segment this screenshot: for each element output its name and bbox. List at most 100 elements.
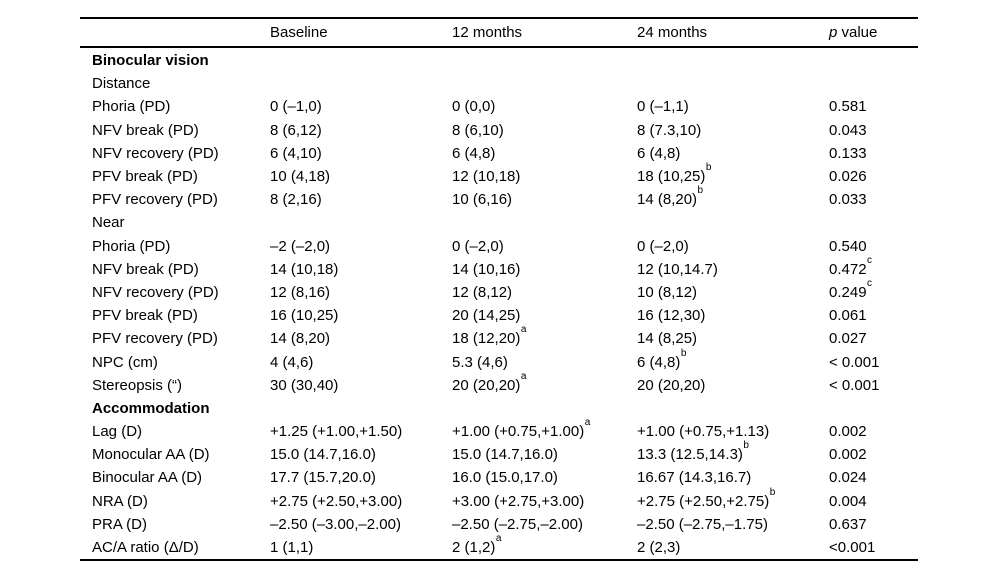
cell-p-value: <0.001 <box>829 539 876 557</box>
cell-baseline: –2.50 (–3.00,–2.00) <box>270 515 401 533</box>
outcomes-table: Baseline 12 months 24 months p value Bin… <box>80 17 918 562</box>
table-body: Binocular vision Distance Phoria (PD) 0 (–1… <box>80 48 918 562</box>
table-row: Near <box>80 211 918 234</box>
cell-12-months: +3.00 (+2.75,+3.00) <box>452 492 585 510</box>
cell-12-months: 20 (14,25) <box>452 307 521 325</box>
table-row: PFV break (PD) 10 (4,18) 12 (10,18) 18 (10,… <box>80 162 918 188</box>
cell-12-months: 6 (4,8) <box>452 144 496 162</box>
table-row: NFV recovery (PD) 6 (4,10) 6 (4,8) 6 (4,8) 0… <box>80 142 918 165</box>
row-label: NFV recovery (PD) <box>92 283 219 301</box>
cell-baseline: 8 (6,12) <box>270 121 322 139</box>
cell-24-months: 13.3 (12.5,14.3)b <box>637 440 749 464</box>
row-label: Binocular vision <box>92 52 209 70</box>
table-row: Distance <box>80 72 918 95</box>
cell-12-months: –2.50 (–2.75,–2.00) <box>452 515 583 533</box>
cell-24-months: +1.00 (+0.75,+1.13) <box>637 423 770 441</box>
cell-baseline: 1 (1,1) <box>270 539 314 557</box>
cell-p-value: 0.002 <box>829 446 867 464</box>
footnote-marker: b <box>697 185 704 197</box>
table-row: PFV break (PD) 16 (10,25) 20 (14,25) 16 (12… <box>80 304 918 327</box>
cell-24-months: 10 (8,12) <box>637 283 698 301</box>
cell-12-months: 20 (20,20)a <box>452 370 527 394</box>
footnote-marker: b <box>680 347 687 359</box>
cell-24-months: 20 (20,20) <box>637 376 706 394</box>
cell-12-months: 12 (8,12) <box>452 283 513 301</box>
cell-12-months: 14 (10,16) <box>452 260 521 278</box>
cell-baseline: 17.7 (15.7,20.0) <box>270 469 376 487</box>
row-label: Monocular AA (D) <box>92 446 210 464</box>
cell-baseline: 10 (4,18) <box>270 168 331 186</box>
table-row: AC/A ratio (Δ/D) 1 (1,1) 2 (1,2)a 2 (2,3) <0… <box>80 533 918 559</box>
p-value-italic-p: p <box>829 24 838 41</box>
cell-baseline: 8 (2,16) <box>270 191 322 209</box>
footnote-marker: b <box>743 440 749 452</box>
table-row: Binocular AA (D) 17.7 (15.7,20.0) 16.0 (15… <box>80 466 918 489</box>
footnote-marker: a <box>495 533 502 545</box>
cell-24-months: 6 (4,8) <box>637 144 681 162</box>
footnote-marker: a <box>520 370 527 382</box>
row-label: PFV break (PD) <box>92 168 198 186</box>
table-row: NPC (cm) 4 (4,6) 5.3 (4,6) 6 (4,8)b < 0.001 <box>80 347 918 373</box>
row-label: PFV recovery (PD) <box>92 330 218 348</box>
column-header-p-value: p value <box>829 25 918 40</box>
cell-p-value: 0.043 <box>829 121 867 139</box>
row-label: PRA (D) <box>92 515 148 533</box>
table-row: PRA (D) –2.50 (–3.00,–2.00) –2.50 (–2.75,–… <box>80 513 918 536</box>
cell-baseline: +2.75 (+2.50,+3.00) <box>270 492 403 510</box>
row-label: AC/A ratio (Δ/D) <box>92 539 199 557</box>
cell-12-months: 12 (10,18) <box>452 168 521 186</box>
cell-baseline: 14 (8,20) <box>270 330 331 348</box>
table-header-row: Baseline 12 months 24 months p value <box>80 17 918 48</box>
cell-p-value: < 0.001 <box>829 376 880 394</box>
table-row: Binocular vision <box>80 49 918 72</box>
cell-p-value: 0.061 <box>829 307 867 325</box>
footnote-marker: c <box>867 277 873 289</box>
table-row: NFV break (PD) 14 (10,18) 14 (10,16) 12 (10… <box>80 255 918 281</box>
row-label: Accommodation <box>92 399 210 417</box>
cell-24-months: 2 (2,3) <box>637 539 681 557</box>
row-label: Phoria (PD) <box>92 98 171 116</box>
row-label: NPC (cm) <box>92 353 158 371</box>
cell-24-months: 14 (8,25) <box>637 330 698 348</box>
cell-p-value: 0.581 <box>829 98 867 116</box>
cell-baseline: 16 (10,25) <box>270 307 339 325</box>
table-row: PFV recovery (PD) 14 (8,20) 18 (12,20)a 14 … <box>80 324 918 350</box>
cell-p-value: 0.540 <box>829 237 867 255</box>
column-header-24-months: 24 months <box>637 24 708 41</box>
cell-12-months: 15.0 (14.7,16.0) <box>452 446 558 464</box>
footnote-marker: b <box>705 162 712 174</box>
row-label: Binocular AA (D) <box>92 469 203 487</box>
cell-baseline: 4 (4,6) <box>270 353 314 371</box>
row-label: Distance <box>92 75 151 93</box>
row-label: NRA (D) <box>92 492 148 510</box>
table-row: NFV break (PD) 8 (6,12) 8 (6,10) 8 (7.3,10)… <box>80 119 918 142</box>
table-row: PFV recovery (PD) 8 (2,16) 10 (6,16) 14 (8,… <box>80 185 918 211</box>
cell-12-months: 5.3 (4,6) <box>452 353 508 371</box>
row-label: PFV break (PD) <box>92 307 198 325</box>
cell-baseline: 12 (8,16) <box>270 283 331 301</box>
table-row: NFV recovery (PD) 12 (8,16) 12 (8,12) 10 (8… <box>80 277 918 304</box>
row-label: Phoria (PD) <box>92 237 171 255</box>
p-value-label-rest: value <box>837 24 878 41</box>
cell-24-months: 8 (7.3,10) <box>637 121 702 139</box>
cell-12-months: 18 (12,20)a <box>452 324 527 348</box>
table-row: Phoria (PD) –2 (–2,0) 0 (–2,0) 0 (–2,0) 0.54… <box>80 235 918 258</box>
row-label: Near <box>92 214 125 232</box>
column-header-12-months: 12 months <box>452 24 523 41</box>
cell-24-months: 0 (–2,0) <box>637 237 689 255</box>
cell-24-months: –2.50 (–2.75,–1.75) <box>637 515 768 533</box>
cell-baseline: 15.0 (14.7,16.0) <box>270 446 376 464</box>
row-label: PFV recovery (PD) <box>92 191 218 209</box>
row-label: Lag (D) <box>92 423 143 441</box>
table-row: NRA (D) +2.75 (+2.50,+3.00) +3.00 (+2.75,+… <box>80 487 918 513</box>
cell-baseline: 14 (10,18) <box>270 260 339 278</box>
cell-12-months: 0 (–2,0) <box>452 237 504 255</box>
cell-12-months: 16.0 (15.0,17.0) <box>452 469 558 487</box>
cell-24-months: 18 (10,25)b <box>637 162 712 186</box>
cell-baseline: +1.25 (+1.00,+1.50) <box>270 423 403 441</box>
footnote-marker: a <box>584 417 591 429</box>
cell-baseline: 6 (4,10) <box>270 144 322 162</box>
table-row: Stereopsis (“) 30 (30,40) 20 (20,20)a 20 (2… <box>80 370 918 397</box>
cell-24-months: 0 (–1,1) <box>637 98 689 116</box>
table-row: Lag (D) +1.25 (+1.00,+1.50) +1.00 (+0.75,+… <box>80 417 918 443</box>
